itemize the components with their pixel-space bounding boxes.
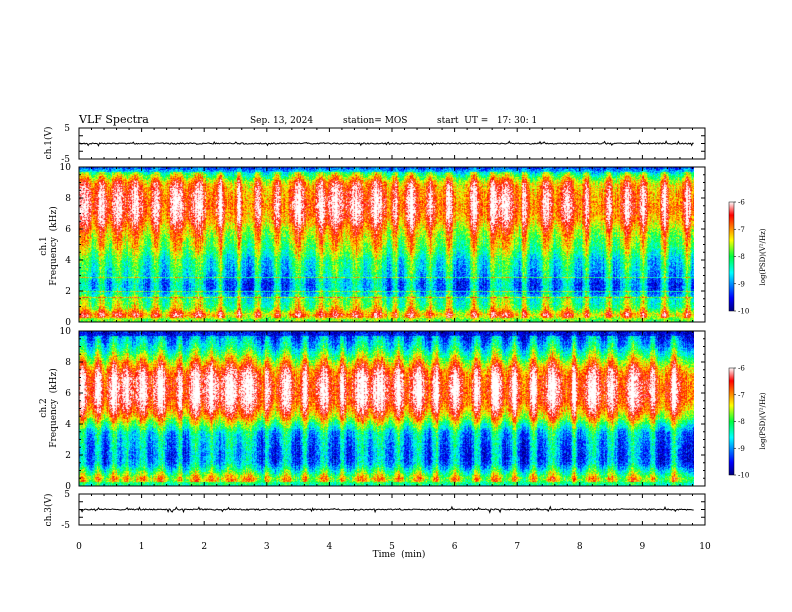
colorbar-tick-labels: -6 -7 -8 -9 -10 -6 -7 -8 -9 -10 xyxy=(734,199,749,480)
y-tick-label: 8 xyxy=(65,194,71,204)
ch3-voltage-ylabel: ch.3(V) xyxy=(43,494,54,527)
ch2-spec-ylabel-channel: ch.2 xyxy=(39,398,49,417)
y-tick-label: 5 xyxy=(64,490,70,500)
y-tick-label: 10 xyxy=(60,327,72,337)
ch2-spectrogram-image xyxy=(79,331,694,486)
ch1-spec-ylabel-channel: ch.1 xyxy=(39,236,49,255)
x-tick-label: 4 xyxy=(327,542,333,552)
axis-ticks xyxy=(78,127,706,526)
y-tick-label: 6 xyxy=(65,389,71,399)
colorbar-tick-label: -8 xyxy=(738,253,745,261)
colorbar-tick-label: -8 xyxy=(738,418,745,426)
y-tick-label: 0 xyxy=(65,482,71,492)
colorbar-tick-label: -7 xyxy=(738,391,745,399)
x-tick-label: 0 xyxy=(76,542,82,552)
y-tick-label: -5 xyxy=(61,521,70,531)
figure-title: VLF Spectra xyxy=(78,113,149,126)
ch1-voltage-trace xyxy=(78,139,694,147)
x-tick-label: 7 xyxy=(514,542,520,552)
ch1-colorbar-title: log(PSD)(V²/Hz) xyxy=(759,228,767,285)
x-tick-label: 6 xyxy=(452,542,458,552)
x-tick-label: 8 xyxy=(577,542,583,552)
x-tick-label: 3 xyxy=(264,542,270,552)
colorbar-tick-label: -6 xyxy=(738,365,745,373)
ch2-colorbar-title: log(PSD)(V²/Hz) xyxy=(759,392,767,449)
ch1-spec-ylabel-frequency: Frequency (kHz) xyxy=(48,206,59,285)
x-axis-title: Time (min) xyxy=(373,549,426,560)
colorbar-tick-label: -10 xyxy=(738,308,749,316)
colorbar-tick-label: -7 xyxy=(738,226,745,234)
x-tick-label: 10 xyxy=(699,542,711,552)
ch3-voltage-trace xyxy=(78,505,694,514)
y-tick-label: 4 xyxy=(65,420,71,430)
y-tick-label: 2 xyxy=(65,451,71,461)
y-tick-label: 0 xyxy=(65,318,71,328)
start-time-label: start UT = 17: 30: 1 xyxy=(437,116,537,126)
colorbar-tick-label: -10 xyxy=(738,472,749,480)
y-tick-label: 4 xyxy=(65,256,71,266)
x-tick-label: 1 xyxy=(139,542,145,552)
y-tick-label: 6 xyxy=(65,225,71,235)
ch1-colorbar xyxy=(728,201,735,312)
date-label: Sep. 13, 2024 xyxy=(250,116,313,126)
y-tick-label: 10 xyxy=(60,163,72,173)
y-tick-label: -5 xyxy=(61,155,70,165)
station-label: station= MOS xyxy=(343,116,407,126)
colorbar-tick-label: -9 xyxy=(738,280,745,288)
x-tick-label: 9 xyxy=(640,542,646,552)
colorbar-tick-label: -9 xyxy=(738,445,745,453)
y-tick-label: 8 xyxy=(65,358,71,368)
ch2-spec-ylabel-frequency: Frequency (kHz) xyxy=(48,368,59,447)
y-tick-label: 5 xyxy=(64,124,70,134)
ch2-colorbar xyxy=(728,367,735,476)
x-tick-label: 5 xyxy=(389,542,395,552)
ch1-spectrogram-image xyxy=(79,167,694,322)
ch1-voltage-ylabel: ch.1(V) xyxy=(43,127,54,160)
colorbar-tick-label: -6 xyxy=(738,199,745,207)
y-tick-label: 2 xyxy=(65,287,71,297)
x-tick-label: 2 xyxy=(201,542,207,552)
